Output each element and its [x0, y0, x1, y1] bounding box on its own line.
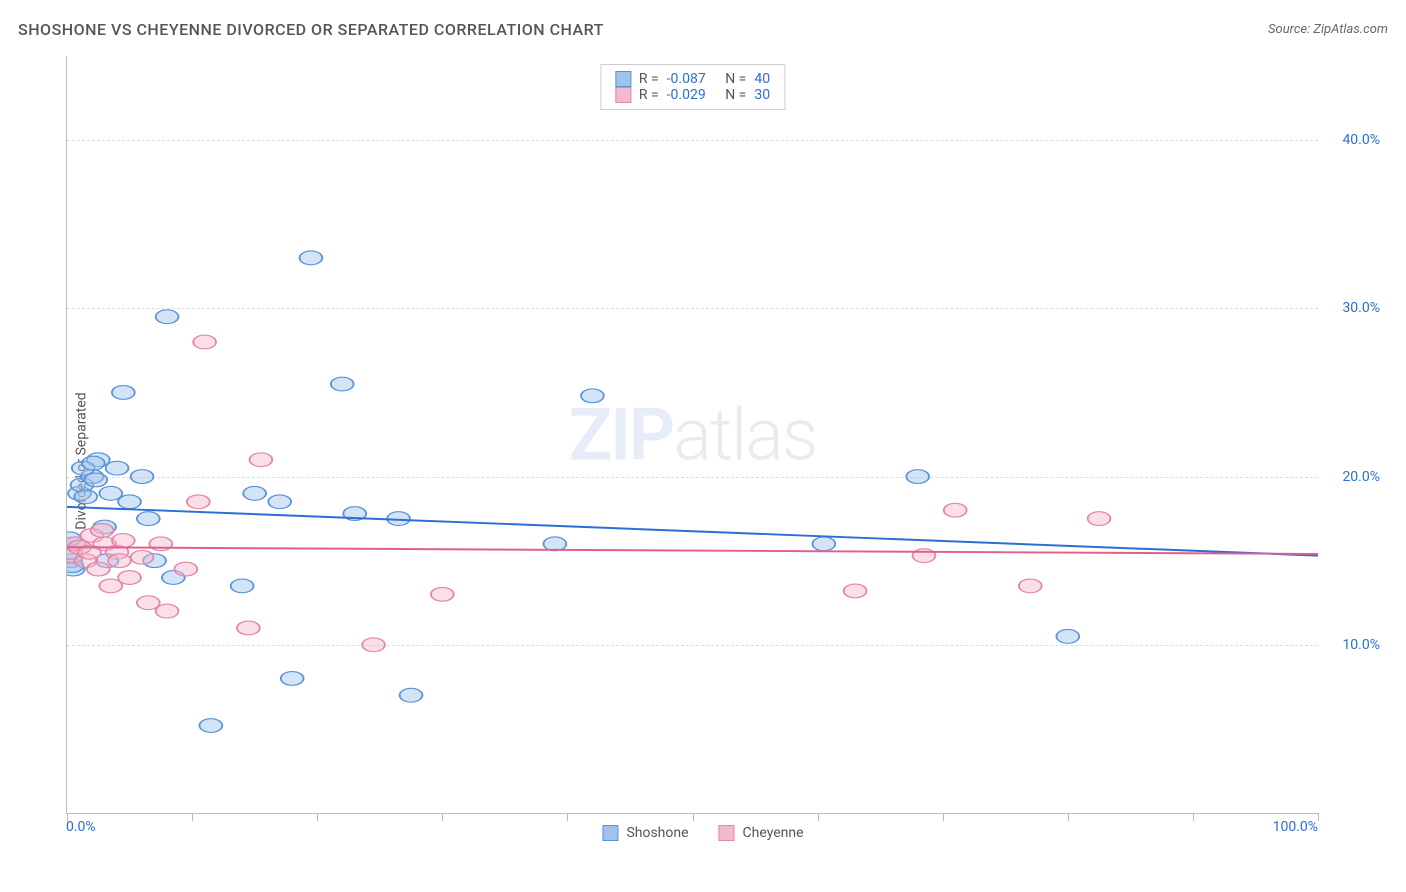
legend-item-shoshone: Shoshone — [602, 825, 688, 841]
data-point — [1088, 512, 1111, 526]
data-point — [237, 621, 260, 635]
plot-area: ZIPatlas R = -0.087 N = 40 R = -0.029 N … — [66, 56, 1318, 814]
y-tick-label: 30.0% — [1342, 300, 1380, 316]
data-point — [106, 461, 129, 475]
data-point — [131, 470, 154, 484]
swatch-shoshone — [615, 71, 631, 87]
stats-row-cheyenne: R = -0.029 N = 30 — [615, 87, 770, 103]
data-point — [1019, 579, 1042, 593]
data-point — [906, 470, 929, 484]
x-tick — [1318, 813, 1319, 821]
chart-title: SHOSHONE VS CHEYENNE DIVORCED OR SEPARAT… — [18, 20, 604, 39]
swatch-cheyenne — [719, 825, 735, 841]
n-label: N = — [725, 87, 746, 103]
plot-svg — [67, 56, 1318, 813]
data-point — [544, 537, 567, 551]
n-value-cheyenne: 30 — [754, 87, 770, 103]
data-point — [91, 523, 114, 537]
chart-container: Divorced or Separated ZIPatlas R = -0.08… — [18, 48, 1388, 874]
data-point — [243, 486, 266, 500]
data-point — [193, 335, 216, 349]
data-point — [1056, 629, 1079, 643]
stats-row-shoshone: R = -0.087 N = 40 — [615, 71, 770, 87]
y-tick-label: 20.0% — [1342, 469, 1380, 485]
data-point — [87, 562, 110, 576]
data-point — [331, 377, 354, 391]
r-value-shoshone: -0.087 — [667, 71, 706, 87]
n-label: N = — [725, 71, 746, 87]
data-point — [84, 473, 107, 487]
stats-legend: R = -0.087 N = 40 R = -0.029 N = 30 — [600, 64, 785, 110]
data-point — [199, 719, 222, 733]
data-point — [362, 638, 385, 652]
data-point — [118, 571, 141, 585]
legend-label-cheyenne: Cheyenne — [743, 825, 804, 841]
y-tick-label: 40.0% — [1342, 132, 1380, 148]
r-value-cheyenne: -0.029 — [667, 87, 706, 103]
data-point — [187, 495, 210, 509]
data-point — [844, 584, 867, 598]
r-label: R = — [639, 87, 659, 103]
swatch-shoshone — [602, 825, 618, 841]
data-point — [108, 554, 131, 568]
x-tick-max: 100.0% — [1273, 819, 1318, 835]
data-point — [400, 688, 423, 702]
data-point — [281, 672, 304, 686]
swatch-cheyenne — [615, 87, 631, 103]
data-point — [118, 495, 141, 509]
legend-item-cheyenne: Cheyenne — [719, 825, 804, 841]
data-point — [944, 503, 967, 517]
data-point — [82, 456, 105, 470]
data-point — [156, 604, 179, 618]
data-point — [156, 310, 179, 324]
legend-label-shoshone: Shoshone — [626, 825, 688, 841]
x-tick-min: 0.0% — [66, 819, 96, 835]
data-point — [268, 495, 291, 509]
data-point — [174, 562, 197, 576]
data-point — [74, 490, 97, 504]
data-point — [250, 453, 273, 467]
data-point — [112, 386, 135, 400]
series-legend: Shoshone Cheyenne — [602, 825, 803, 841]
data-point — [112, 534, 135, 548]
chart-header: SHOSHONE VS CHEYENNE DIVORCED OR SEPARAT… — [18, 20, 1388, 39]
data-point — [581, 389, 604, 403]
data-point — [300, 251, 323, 265]
data-point — [431, 587, 454, 601]
data-point — [231, 579, 254, 593]
chart-source: Source: ZipAtlas.com — [1268, 22, 1388, 37]
data-point — [131, 550, 154, 564]
data-point — [137, 512, 160, 526]
y-tick-label: 10.0% — [1342, 637, 1380, 653]
data-point — [812, 537, 835, 551]
r-label: R = — [639, 71, 659, 87]
n-value-shoshone: 40 — [754, 71, 770, 87]
